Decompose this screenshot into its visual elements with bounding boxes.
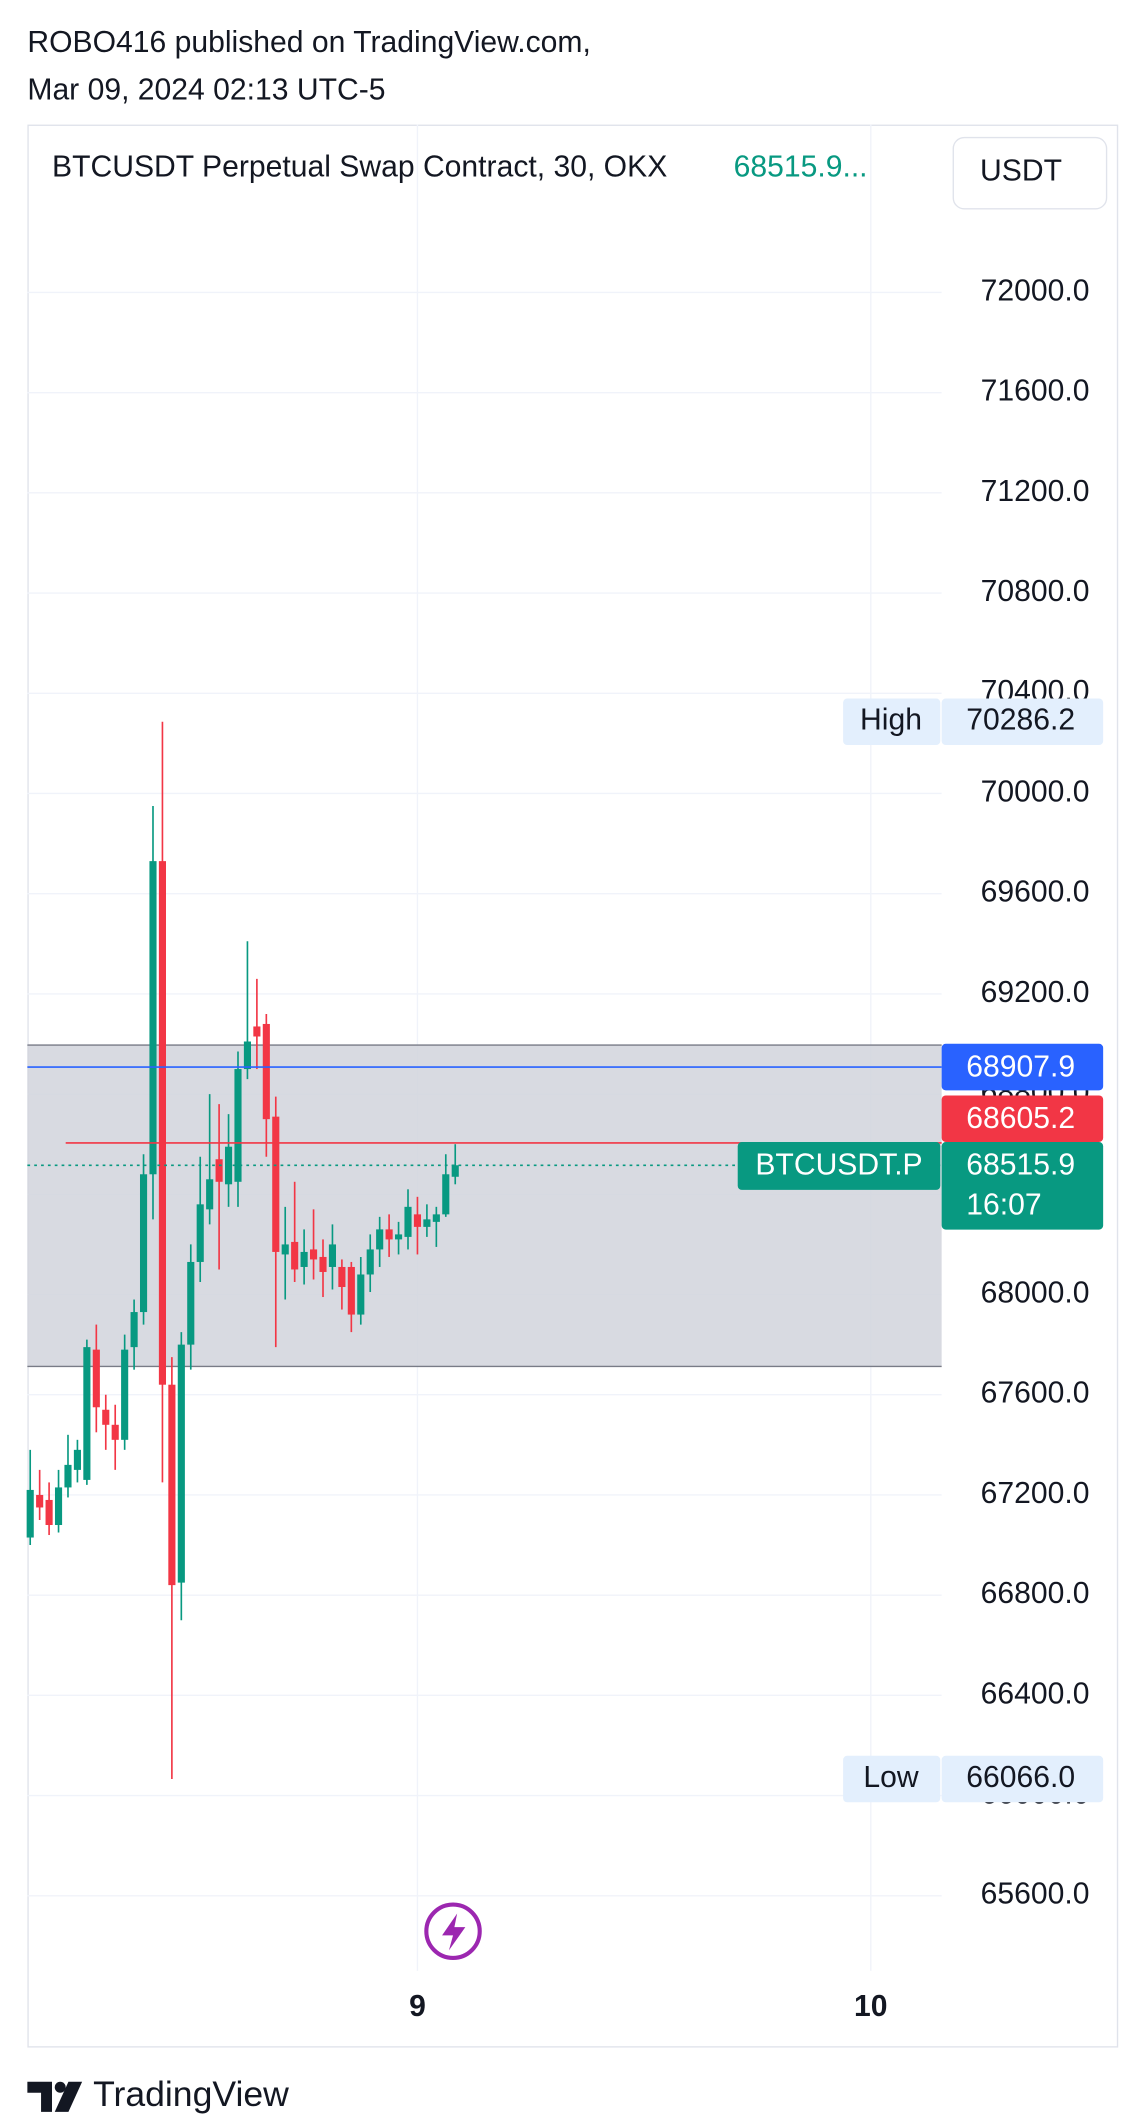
candle-body (347, 1266, 355, 1315)
price-box (941, 1095, 1104, 1143)
y-tick-label: 68000.0 (981, 1276, 1090, 1309)
candle-body (338, 1266, 346, 1288)
candle-body (130, 1312, 138, 1348)
last-price: 68515.9... (734, 150, 868, 183)
y-tick-label: 70000.0 (981, 775, 1090, 808)
candle-body (234, 1069, 242, 1182)
candle-body (423, 1219, 431, 1227)
y-tick-label: 72000.0 (981, 274, 1090, 307)
candle-body (272, 1116, 280, 1252)
candle-body (442, 1174, 450, 1215)
y-tick-label: 66400.0 (981, 1677, 1090, 1710)
candle-body (262, 1023, 270, 1120)
marker-tag (843, 1755, 941, 1803)
candle-body (64, 1464, 72, 1488)
candle-body (215, 1159, 223, 1182)
candle-body (253, 1026, 261, 1037)
marker-label: 66066.0 (966, 1761, 1075, 1794)
symbol-tag (737, 1142, 941, 1190)
marker-box (941, 698, 1104, 746)
price-box-label: 68907.9 (966, 1050, 1075, 1083)
marker-box (941, 1755, 1104, 1803)
price-zone (27, 1045, 942, 1367)
y-tick-label: 71600.0 (981, 375, 1090, 408)
candle-body (158, 861, 166, 1385)
y-tick-label: 65600.0 (981, 1878, 1090, 1911)
y-tick-label: 70800.0 (981, 575, 1090, 608)
candle-body (319, 1256, 327, 1272)
candle-body (376, 1229, 384, 1250)
y-tick-label: 67200.0 (981, 1477, 1090, 1510)
price-box-label: 68605.2 (966, 1102, 1075, 1135)
candle-body (139, 1174, 148, 1313)
symbol-tag-label: BTCUSDT.P (755, 1149, 922, 1182)
candle-body (187, 1261, 195, 1345)
currency-button[interactable] (952, 136, 1108, 210)
candle-body (92, 1349, 100, 1408)
candle-body (395, 1234, 403, 1240)
candle-body (102, 1409, 110, 1425)
lightning-icon[interactable] (424, 1902, 482, 1960)
countdown: 16:07 (966, 1188, 1041, 1221)
candle-body (357, 1274, 365, 1315)
publish-date: Mar 09, 2024 02:13 UTC-5 (27, 74, 385, 107)
price-box (941, 1043, 1104, 1091)
candle-body (83, 1347, 91, 1480)
y-tick-label: 66800.0 (981, 1577, 1090, 1610)
y-tick-label: 69600.0 (981, 876, 1090, 909)
candle-body (243, 1041, 252, 1070)
candle-body (45, 1499, 53, 1526)
candle-body (432, 1214, 440, 1222)
candle-body (291, 1241, 299, 1270)
chart-title: BTCUSDT Perpetual Swap Contract, 30, OKX (52, 150, 667, 183)
y-tick-label: 71200.0 (981, 475, 1090, 508)
publisher: ROBO416 published on TradingView.com, (27, 26, 591, 59)
candle-body (36, 1494, 44, 1508)
y-tick-label: 67600.0 (981, 1377, 1090, 1410)
x-tick-label: 9 (409, 1990, 426, 2023)
candle-body (309, 1249, 318, 1260)
candle-body (196, 1204, 204, 1262)
currency-label[interactable]: USDT (980, 154, 1062, 187)
price-box-label: 68515.9 (966, 1149, 1075, 1182)
candle-body (385, 1229, 393, 1240)
candle-body (54, 1487, 63, 1526)
plot: 65600.066000.066400.066800.067200.067600… (26, 124, 1090, 2023)
candle-body (300, 1251, 308, 1267)
candle-body (168, 1384, 176, 1586)
candle-body (206, 1179, 214, 1210)
brand: TradingView (93, 2074, 289, 2114)
y-tick-label: 69200.0 (981, 976, 1090, 1009)
candle-body (177, 1344, 185, 1583)
marker-name: High (860, 704, 922, 737)
candle-body (149, 861, 157, 1175)
x-tick-label: 10 (854, 1990, 888, 2023)
candle-body (281, 1244, 289, 1255)
marker-name: Low (863, 1761, 918, 1794)
candle-body (451, 1165, 459, 1177)
candle-body (404, 1206, 412, 1237)
price-box (941, 1142, 1104, 1230)
candle-body (328, 1244, 337, 1267)
candle-body (366, 1249, 374, 1275)
candle-body (121, 1349, 129, 1440)
marker-label: 70286.2 (966, 704, 1075, 737)
candle-body (413, 1214, 422, 1227)
candle-body (26, 1489, 34, 1538)
marker-tag (843, 698, 941, 746)
tradingview-logo (27, 2081, 83, 2112)
candle-body (73, 1449, 81, 1470)
candle-body (111, 1424, 119, 1440)
